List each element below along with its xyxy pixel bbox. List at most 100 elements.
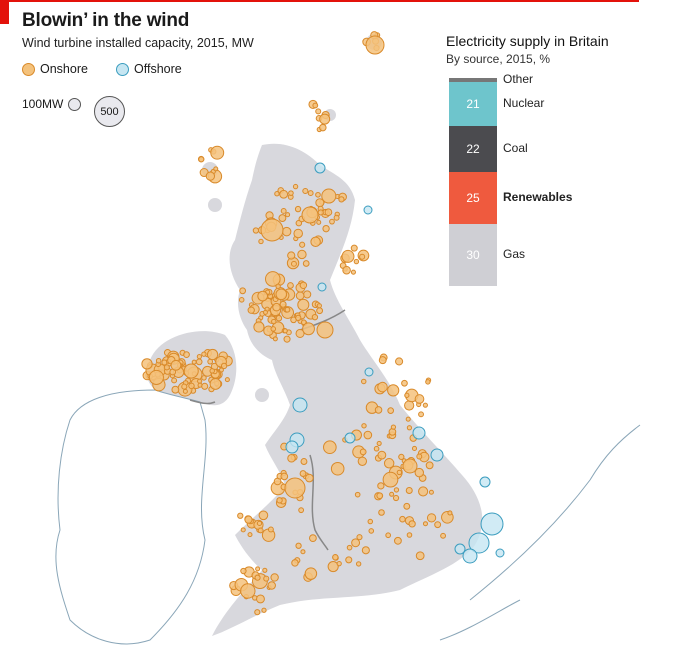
- onshore-wind-farm: [316, 303, 322, 309]
- onshore-wind-farm: [191, 359, 197, 365]
- onshore-wind-farm: [295, 328, 305, 338]
- onshore-wind-farm: [281, 226, 292, 237]
- onshore-wind-farm: [300, 319, 307, 326]
- onshore-wind-farm: [196, 354, 202, 360]
- onshore-wind-farm: [279, 189, 289, 199]
- onshore-wind-farm: [327, 560, 339, 573]
- onshore-wind-farm: [294, 205, 302, 213]
- onshore-wind-farm: [336, 561, 342, 567]
- onshore-wind-farm: [359, 253, 366, 260]
- onshore-wind-farm: [416, 453, 423, 460]
- legend-offshore: Offshore: [116, 62, 182, 76]
- offshore-wind-farm: [314, 162, 326, 174]
- size-key-small: 100MW: [22, 97, 82, 111]
- segment-gas: 30: [449, 223, 497, 286]
- onshore-wind-farm: [411, 445, 418, 451]
- onshore-wind-farm: [209, 368, 215, 374]
- onshore-wind-farm: [240, 527, 246, 533]
- onshore-wind-farm: [304, 567, 318, 580]
- onshore-wind-farm: [284, 477, 306, 499]
- onshore-wind-farm: [263, 575, 270, 582]
- offshore-wind-farm: [468, 532, 490, 554]
- onshore-wind-farm: [425, 379, 431, 385]
- onshore-wind-farm: [395, 357, 404, 366]
- onshore-wind-farm: [258, 238, 264, 245]
- onshore-wind-farm: [342, 265, 351, 275]
- onshore-wind-farm: [197, 378, 203, 384]
- onshore-wind-farm: [287, 282, 294, 289]
- onshore-wind-farm: [155, 357, 162, 364]
- onshore-wind-farm: [387, 407, 395, 414]
- onshore-wind-farm: [361, 546, 370, 555]
- onshore-wind-farm: [382, 471, 399, 488]
- onshore-wind-farm: [305, 473, 314, 483]
- onshore-wind-farm: [378, 509, 385, 516]
- onshore-wind-farm: [346, 544, 353, 551]
- onshore-wind-farm: [404, 400, 415, 411]
- onshore-wind-farm: [295, 542, 302, 549]
- onshore-wind-farm: [275, 283, 281, 289]
- onshore-wind-farm: [354, 491, 361, 498]
- segment-gas-label: Gas: [503, 246, 526, 261]
- onshore-wind-farm: [201, 382, 209, 390]
- onshore-wind-farm: [275, 314, 283, 322]
- onshore-wind-farm: [209, 378, 222, 390]
- onshore-wind-farm: [238, 297, 245, 303]
- onshore-wind-farm: [163, 364, 170, 371]
- chart-title: Blowin’ in the wind: [22, 10, 190, 31]
- onshore-wind-farm: [298, 507, 305, 514]
- size-key-big-label: 500: [100, 105, 119, 118]
- onshore-wind-farm: [283, 335, 291, 343]
- onshore-wind-farm: [218, 367, 224, 373]
- onshore-wind-farm: [206, 348, 219, 361]
- onshore-wind-farm: [406, 532, 413, 538]
- onshore-wind-farm: [148, 369, 164, 385]
- onshore-wind-farm: [256, 594, 265, 604]
- onshore-wind-farm: [319, 123, 327, 132]
- supply-title: Electricity supply in Britain: [446, 33, 609, 49]
- onshore-wind-farm: [353, 258, 360, 265]
- onshore-wind-farm: [240, 583, 256, 599]
- onshore-wind-farm: [252, 227, 260, 234]
- economist-red-tag: [0, 0, 9, 24]
- onshore-wind-farm: [299, 470, 307, 478]
- supply-subtitle: By source, 2015, %: [446, 52, 551, 66]
- onshore-wind-farm: [293, 228, 303, 239]
- onshore-wind-farm: [434, 521, 442, 529]
- onshore-wind-farm: [257, 527, 264, 534]
- onshore-wind-farm: [363, 430, 373, 440]
- onshore-wind-farm: [312, 102, 319, 109]
- onshore-wind-farm: [201, 375, 207, 381]
- onshore-wind-farm: [270, 573, 279, 582]
- onshore-wind-farm: [426, 513, 437, 523]
- onshore-wind-farm: [374, 406, 383, 414]
- onshore-wind-farm: [376, 440, 382, 446]
- onshore-wind-farm: [287, 251, 296, 260]
- onshore-wind-farm: [260, 218, 284, 242]
- segment-nuclear-label: Nuclear: [503, 96, 545, 110]
- onshore-wind-farm: [316, 219, 322, 225]
- size-key-small-label: 100MW: [22, 97, 64, 111]
- onshore-wind-farm: [280, 208, 287, 214]
- legend-offshore-label: Offshore: [134, 62, 182, 76]
- onshore-wind-farm: [403, 502, 411, 510]
- onshore-wind-farm: [239, 287, 247, 295]
- onshore-wind-farm: [330, 461, 345, 476]
- onshore-wind-farm: [253, 321, 265, 333]
- offshore-wind-farm: [454, 543, 466, 555]
- onshore-wind-farm: [376, 492, 384, 500]
- onshore-wind-farm: [272, 336, 278, 342]
- onshore-wind-farm: [278, 214, 287, 223]
- onshore-wind-farm: [324, 208, 333, 217]
- onshore-wind-farm: [303, 290, 312, 299]
- offshore-wind-farm: [412, 426, 426, 440]
- onshore-wind-farm: [315, 108, 322, 115]
- onshore-wind-farm: [237, 512, 244, 519]
- onshore-wind-farm: [428, 489, 434, 495]
- onshore-wind-farm: [422, 521, 428, 527]
- onshore-wind-farm: [257, 290, 269, 302]
- onshore-wind-farm: [350, 269, 356, 275]
- onshore-wind-farm: [258, 510, 269, 521]
- onshore-wind-farm: [345, 556, 353, 564]
- onshore-wind-farm: [181, 383, 188, 390]
